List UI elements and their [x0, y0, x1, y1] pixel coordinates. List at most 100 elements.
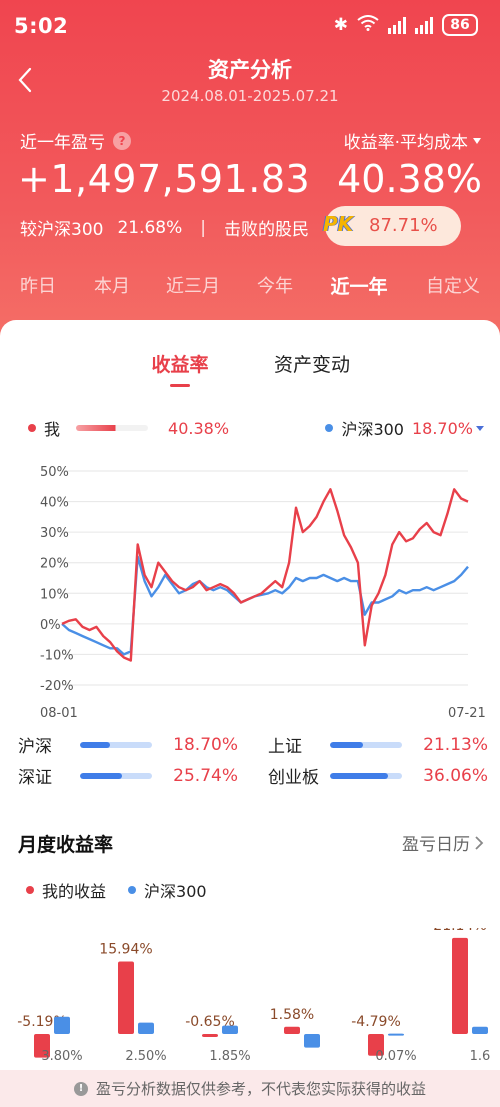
y-tick-label: 50%	[40, 465, 69, 480]
pk-badge-icon: PK	[323, 212, 354, 236]
legend-me-value: 40.38%	[168, 418, 230, 438]
profit-label: 近一年盈亏 ?	[20, 128, 131, 153]
bar-label-my-return: 15.94%	[99, 941, 152, 957]
rate-cost-selector[interactable]: 收益率·平均成本	[344, 128, 482, 153]
tab-three-months[interactable]: 近三月	[166, 276, 220, 297]
return-card: 收益率 资产变动 我 40.38% 沪深300 18.70% 50% 40% 30%…	[0, 320, 500, 808]
tab-one-year[interactable]: 近一年	[330, 276, 388, 298]
info-icon: !	[73, 1081, 88, 1096]
bar-hs300	[304, 1034, 320, 1048]
bench-fill	[80, 741, 111, 748]
beat-label: 击败的股民	[224, 220, 310, 240]
legend-me-dot	[26, 886, 34, 894]
legend-me-dot	[28, 424, 36, 432]
chevron-right-icon	[475, 835, 484, 850]
monthly-return-section: 月度收益率 盈亏日历 我的收益 沪深300 -5.19% 15.94% -0.65%…	[0, 808, 500, 1107]
bench-name: 上证	[268, 737, 302, 757]
legend-bench-dot	[128, 886, 137, 894]
monthly-bar-chart[interactable]: -5.19%15.94%-0.65%1.58%-4.79%21.14%3.80%…	[0, 928, 500, 1078]
tab-this-year[interactable]: 今年	[257, 276, 293, 297]
signal-icon-2	[415, 16, 433, 34]
bench-name: 沪深	[18, 737, 52, 757]
bench-value: 25.74%	[173, 765, 238, 786]
bench-shenzhen: 深证 25.74%	[18, 763, 238, 789]
legend-me-label: 我	[44, 420, 61, 439]
return-line-chart[interactable]: 50% 40% 30% 20% 10% 0% -10% -20% 08-01 07-21	[0, 455, 500, 720]
x-tick-label: 07-21	[448, 706, 486, 720]
caret-down-icon	[473, 137, 481, 144]
y-tick-label: 0%	[40, 618, 61, 633]
beat-value: 87.71%	[369, 215, 438, 236]
y-tick-label: -20%	[40, 679, 74, 694]
bar-my-return	[118, 961, 134, 1034]
bench-track	[330, 772, 402, 779]
page-title: 资产分析	[208, 58, 292, 82]
bar-label-hs300: 1.6	[470, 1049, 491, 1064]
active-tab-indicator	[170, 384, 190, 387]
hero-header: 5:02 ✱ 86 资产分析 2024.08.01-2025.07.21 近一年…	[0, 0, 500, 345]
pk-pill[interactable]: PK 87.71%	[323, 206, 461, 246]
bar-hs300	[54, 1016, 70, 1034]
legend-me-bar	[76, 425, 149, 431]
legend-bench-label: 沪深300	[341, 420, 404, 439]
tab-return-rate[interactable]: 收益率	[151, 354, 209, 376]
bench-value: 18.70%	[173, 734, 238, 755]
bar-label-my-return: 1.58%	[270, 1007, 314, 1023]
y-tick-label: 20%	[40, 557, 69, 572]
help-icon[interactable]: ?	[113, 131, 131, 150]
bar-label-my-return: 21.14%	[433, 928, 486, 934]
bar-label-my-return: -0.65%	[185, 1014, 235, 1030]
bar-label-hs300: 1.85%	[209, 1049, 250, 1064]
bench-fill	[80, 772, 122, 779]
bar-label-my-return: -4.79%	[351, 1014, 401, 1030]
pnl-calendar-link[interactable]: 盈亏日历	[402, 830, 484, 855]
series-line-me	[61, 488, 469, 662]
bench-chinext: 创业板 36.06%	[268, 763, 488, 789]
pnl-calendar-label: 盈亏日历	[402, 835, 470, 855]
bluetooth-icon: ✱	[333, 15, 348, 35]
bar-my-return	[368, 1034, 384, 1056]
legend-bench-dot	[325, 424, 334, 432]
bench-name: 创业板	[268, 768, 319, 788]
bar-my-return	[284, 1026, 300, 1034]
disclaimer-text: 盈亏分析数据仅供参考，不代表您实际获得的收益	[95, 1080, 426, 1098]
compare-row: 较沪深300 21.68% | 击败的股民	[20, 215, 310, 241]
series-line-hs300	[61, 555, 469, 656]
compare-label: 较沪深300	[20, 220, 104, 240]
bar-my-return	[452, 937, 468, 1034]
tab-asset-change[interactable]: 资产变动	[273, 354, 351, 376]
bench-track	[330, 741, 402, 748]
bar-hs300	[138, 1022, 154, 1034]
legend-me: 我 40.38%	[28, 416, 229, 440]
legend-benchmark[interactable]: 沪深300 18.70%	[325, 416, 484, 440]
tab-custom[interactable]: 自定义	[426, 276, 480, 297]
signal-icon-1	[388, 16, 406, 34]
date-range: 2024.08.01-2025.07.21	[161, 87, 339, 105]
legend-bench-value: 18.70%	[411, 418, 473, 438]
y-tick-label: 30%	[40, 526, 69, 541]
tab-this-month[interactable]: 本月	[94, 276, 130, 297]
tab-yesterday[interactable]: 昨日	[20, 276, 56, 297]
bench-value: 21.13%	[423, 734, 488, 755]
monthly-legend: 我的收益 沪深300	[26, 878, 207, 902]
bench-track	[80, 772, 152, 779]
bench-sz: 上证 21.13%	[268, 732, 488, 758]
bar-hs300	[472, 1026, 488, 1034]
back-arrow-icon[interactable]	[14, 66, 38, 94]
bar-label-hs300: 2.50%	[125, 1049, 166, 1064]
bench-value: 36.06%	[423, 765, 488, 786]
period-tabs: 昨日 本月 近三月 今年 近一年 自定义	[0, 272, 500, 302]
bench-track	[80, 741, 152, 748]
y-tick-label: 10%	[40, 587, 69, 602]
status-time: 5:02	[14, 14, 69, 38]
disclaimer-banner: ! 盈亏分析数据仅供参考，不代表您实际获得的收益	[0, 1070, 500, 1107]
legend-hs300: 沪深300	[144, 882, 207, 901]
bar-label-hs300: 0.07%	[375, 1049, 416, 1064]
battery-icon: 86	[442, 14, 478, 36]
legend-my-return: 我的收益	[42, 882, 107, 901]
divider: |	[200, 217, 207, 238]
bar-my-return	[202, 1034, 218, 1037]
rate-label-text: 收益率·平均成本	[343, 133, 468, 153]
status-bar: 5:02 ✱ 86	[0, 0, 500, 50]
y-tick-label: 40%	[40, 496, 69, 511]
